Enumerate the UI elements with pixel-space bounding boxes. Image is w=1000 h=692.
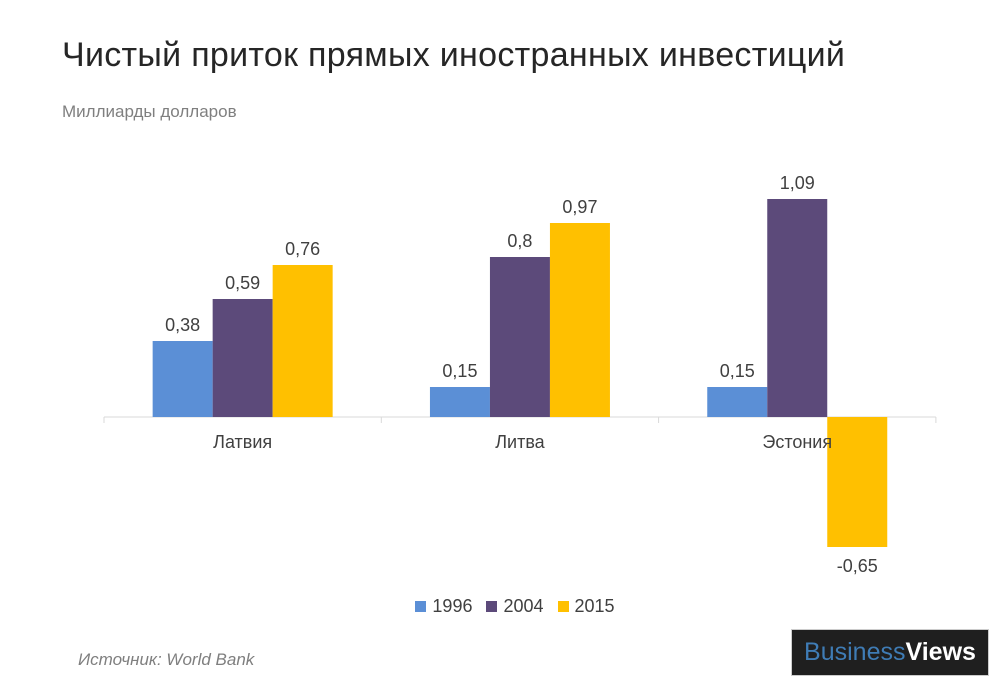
data-label: 0,15 — [720, 361, 755, 381]
data-label: 0,97 — [562, 197, 597, 217]
legend-label: 2015 — [574, 596, 615, 616]
legend-swatch — [415, 601, 427, 612]
source-note: Источник: World Bank — [78, 650, 255, 669]
bar-2015-0 — [272, 265, 333, 417]
bar-2015-2 — [827, 417, 888, 547]
legend-label: 2004 — [503, 596, 544, 616]
legend-item-2004: 2004 — [486, 596, 544, 617]
legend-swatch — [557, 601, 569, 612]
data-label: 0,76 — [285, 239, 320, 259]
data-label: -0,65 — [837, 556, 878, 576]
bar-1996-0 — [152, 341, 213, 417]
legend: 1996 2004 2015 — [0, 596, 1000, 617]
data-label: 1,09 — [780, 173, 815, 193]
bar-1996-1 — [429, 387, 490, 417]
bar-2004-1 — [489, 257, 550, 417]
category-label: Эстония — [762, 432, 832, 452]
data-label: 0,8 — [507, 231, 532, 251]
chart-title: Чистый приток прямых иностранных инвести… — [62, 36, 846, 74]
category-label: Литва — [495, 432, 545, 452]
legend-swatch — [486, 601, 498, 612]
bar-2015-1 — [549, 223, 610, 417]
bar-2004-0 — [212, 299, 273, 417]
legend-label: 1996 — [432, 596, 473, 616]
legend-item-1996: 1996 — [415, 596, 472, 617]
bar-2004-2 — [767, 199, 828, 417]
data-label: 0,59 — [225, 273, 260, 293]
bar-1996-2 — [707, 387, 768, 417]
data-label: 0,38 — [165, 315, 200, 335]
data-label: 0,15 — [442, 361, 477, 381]
chart-subtitle: Миллиарды долларов — [62, 102, 237, 121]
legend-item-2015: 2015 — [557, 596, 615, 617]
category-label: Латвия — [213, 432, 272, 452]
business-views-logo: Business Views — [791, 629, 989, 676]
